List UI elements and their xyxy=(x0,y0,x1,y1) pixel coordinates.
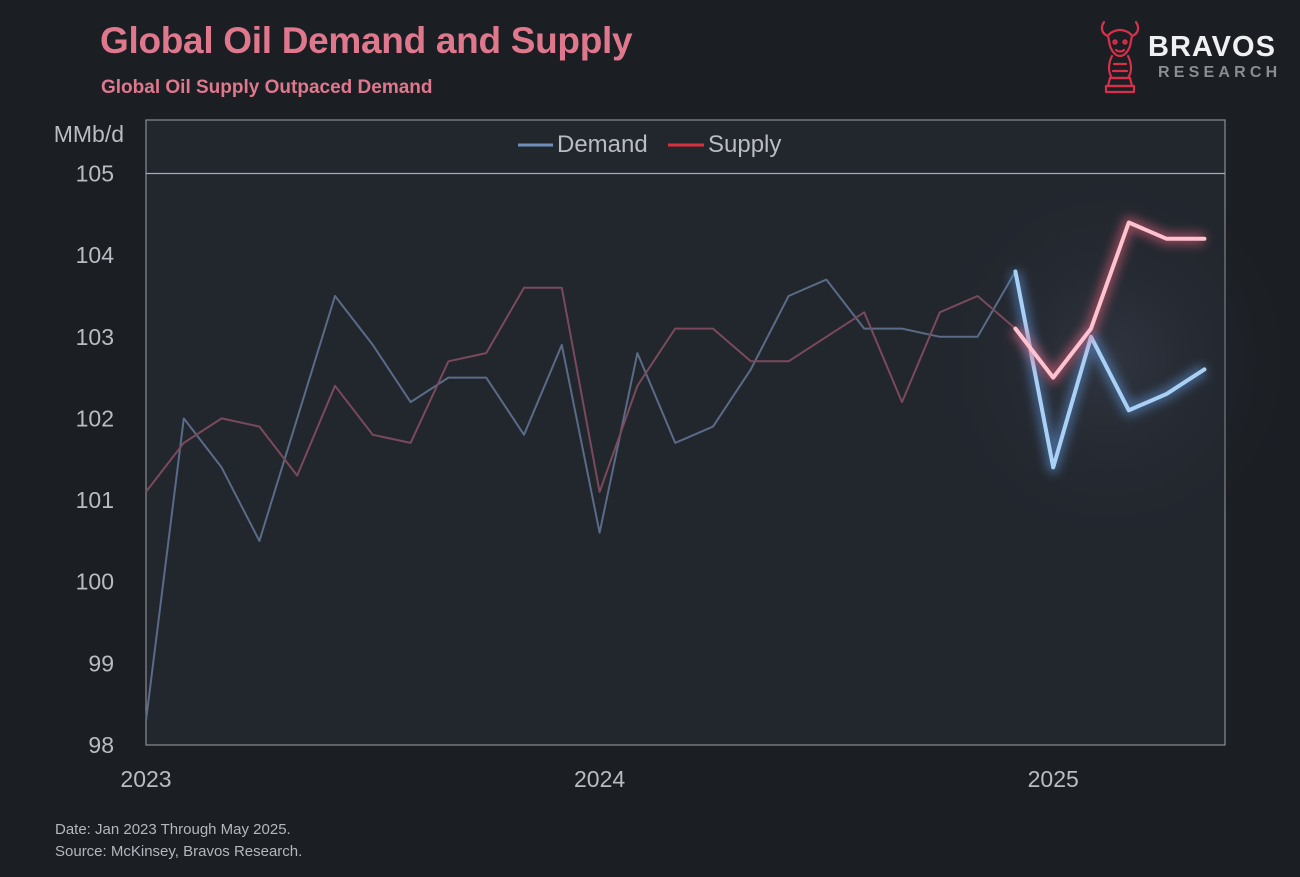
series-layer xyxy=(145,216,1208,721)
chart-title: Global Oil Demand and Supply xyxy=(100,20,633,61)
chart-subtitle: Global Oil Supply Outpaced Demand xyxy=(101,77,433,98)
legend-demand-label: Demand xyxy=(557,131,648,158)
bravos-logo: BRAVOS RESEARCH xyxy=(1092,14,1292,104)
legend: Demand Supply xyxy=(518,131,781,158)
bull-knight-icon xyxy=(1100,20,1140,94)
x-tick-label: 2023 xyxy=(120,766,171,792)
supply-series-line xyxy=(145,286,1017,493)
demand-highlight-line xyxy=(1013,269,1207,470)
y-tick-label: 105 xyxy=(76,161,114,187)
x-axis-ticks: 2023 2024 2025 xyxy=(120,766,1078,792)
y-tick-label: 104 xyxy=(76,242,115,268)
highlight-glow xyxy=(920,160,1300,560)
supply-highlight-line xyxy=(1013,220,1207,380)
y-tick-label: 98 xyxy=(88,732,114,758)
source-note: Source: McKinsey, Bravos Research. xyxy=(55,843,303,860)
y-tick-label: 102 xyxy=(76,405,114,431)
y-tick-label: 103 xyxy=(76,324,114,350)
x-tick-label: 2025 xyxy=(1028,766,1079,792)
legend-supply-label: Supply xyxy=(708,131,781,158)
y-tick-label: 100 xyxy=(76,569,114,595)
x-tick-label: 2024 xyxy=(574,766,625,792)
y-axis-unit-label: MMb/d xyxy=(54,121,124,147)
y-tick-label: 101 xyxy=(76,487,114,513)
logo-brand-text: BRAVOS xyxy=(1148,31,1276,63)
date-note: Date: Jan 2023 Through May 2025. xyxy=(55,821,291,838)
y-axis-ticks: 98 99 100 101 102 103 104 105 xyxy=(76,161,115,759)
y-tick-label: 99 xyxy=(88,650,114,676)
logo-sub-text: RESEARCH xyxy=(1158,64,1282,81)
